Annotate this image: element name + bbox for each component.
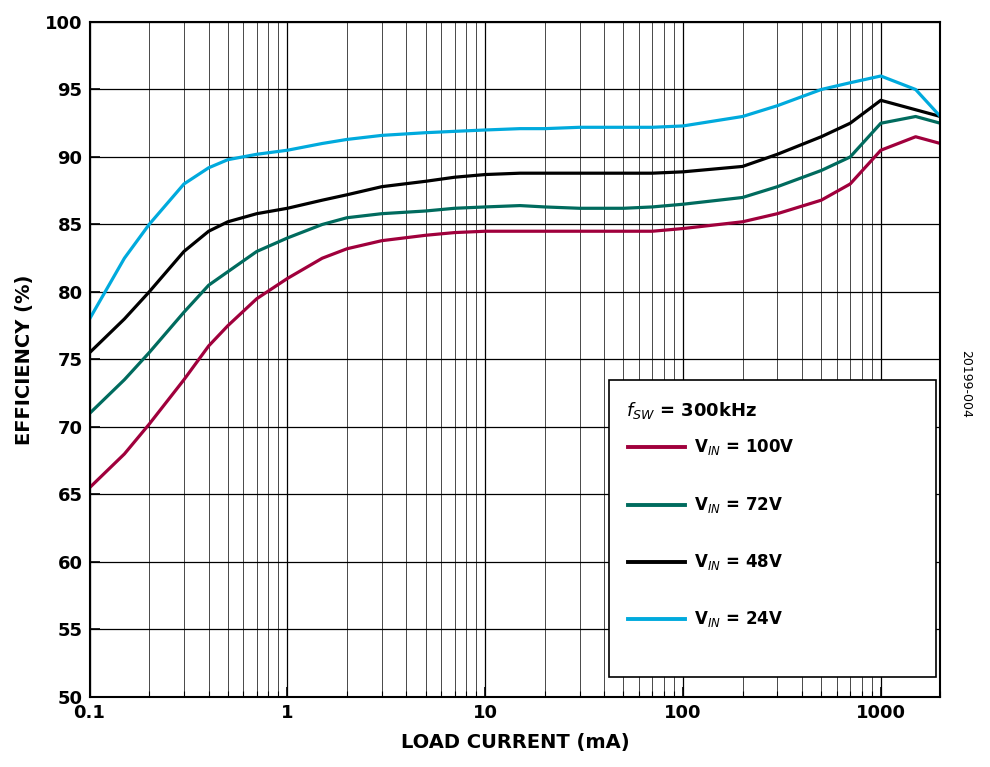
Text: $f_{SW}$ = 300kHz: $f_{SW}$ = 300kHz — [626, 400, 756, 421]
Text: V$_{IN}$ = 24V: V$_{IN}$ = 24V — [694, 609, 783, 630]
X-axis label: LOAD CURRENT (mA): LOAD CURRENT (mA) — [401, 733, 630, 752]
Text: V$_{IN}$ = 48V: V$_{IN}$ = 48V — [694, 552, 783, 572]
Text: V$_{IN}$ = 72V: V$_{IN}$ = 72V — [694, 495, 783, 515]
FancyBboxPatch shape — [609, 380, 937, 676]
Y-axis label: EFFICIENCY (%): EFFICIENCY (%) — [15, 275, 34, 445]
Text: V$_{IN}$ = 100V: V$_{IN}$ = 100V — [694, 437, 794, 457]
Text: 20199-004: 20199-004 — [958, 350, 972, 417]
